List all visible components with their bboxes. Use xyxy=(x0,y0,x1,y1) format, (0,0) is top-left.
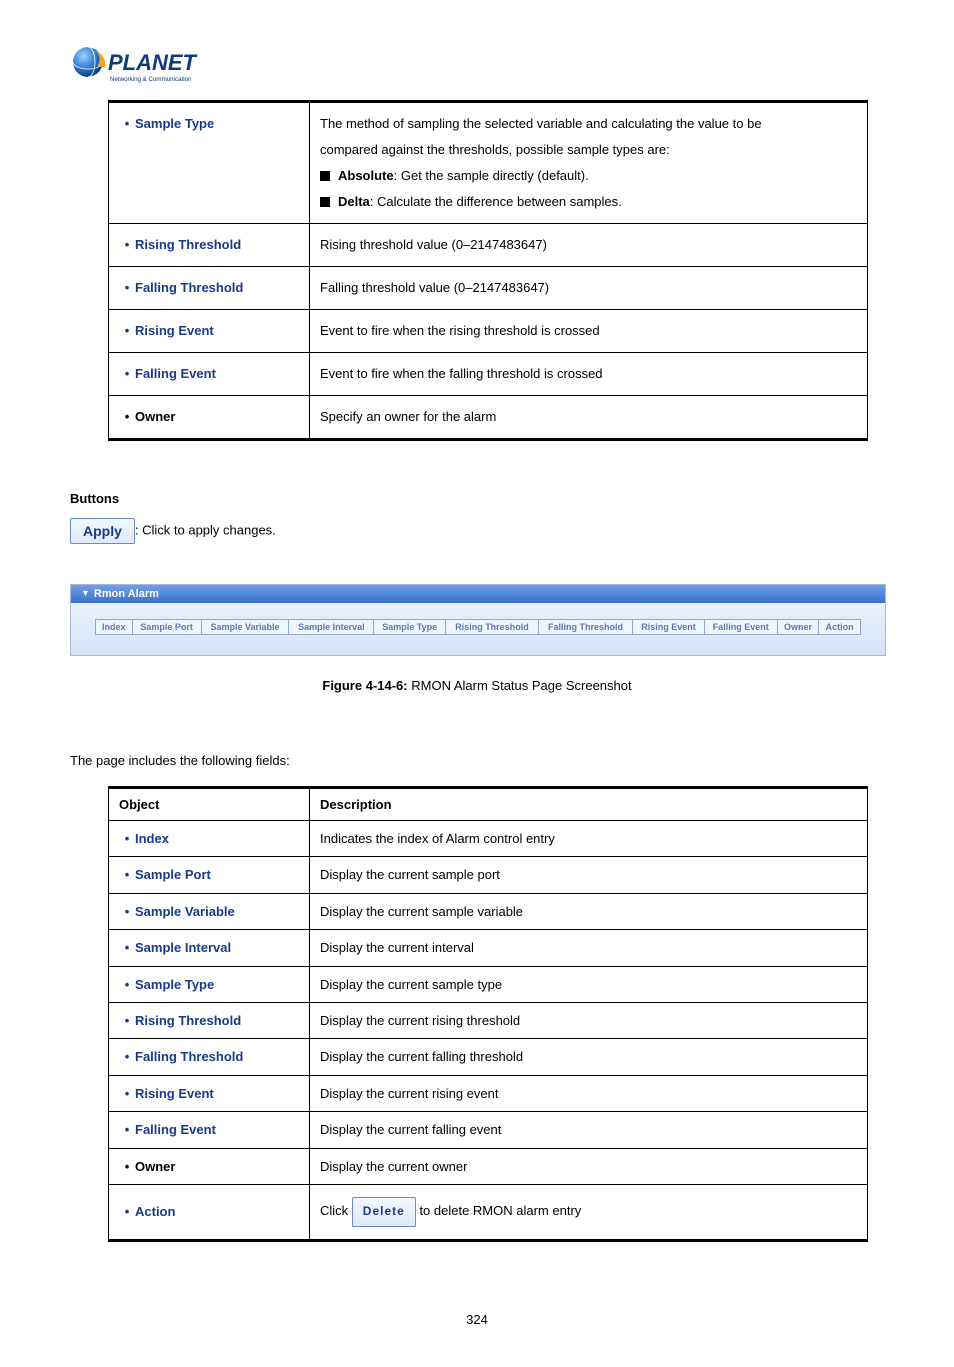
table-row: •Sample IntervalDisplay the current inte… xyxy=(109,930,868,966)
table-row: •Action Click Delete to delete RMON alar… xyxy=(109,1184,868,1240)
col-header: Sample Type xyxy=(374,620,446,635)
obj-desc: Display the current owner xyxy=(310,1148,868,1184)
col-header: Rising Threshold xyxy=(446,620,539,635)
obj-label: Owner xyxy=(135,1159,175,1174)
col-header: Falling Threshold xyxy=(538,620,632,635)
obj-desc: Display the current sample type xyxy=(310,966,868,1002)
table-row: •Rising Threshold Rising threshold value… xyxy=(109,224,868,267)
obj-desc: The method of sampling the selected vari… xyxy=(310,102,868,224)
table-row: •Falling Threshold Falling threshold val… xyxy=(109,267,868,310)
collapse-icon: ▼ xyxy=(81,588,90,598)
obj-desc: Display the current rising threshold xyxy=(310,1002,868,1038)
table-row: •Sample TypeDisplay the current sample t… xyxy=(109,966,868,1002)
obj-label: Sample Interval xyxy=(135,940,231,955)
col-header: Owner xyxy=(777,620,819,635)
panel-title: Rmon Alarm xyxy=(94,588,159,600)
obj-label: Falling Event xyxy=(135,1122,216,1137)
col-header: Rising Event xyxy=(633,620,704,635)
apply-button[interactable]: Apply xyxy=(70,518,135,544)
table-row: •Falling Event Event to fire when the fa… xyxy=(109,353,868,396)
table-row: •Falling EventDisplay the current fallin… xyxy=(109,1112,868,1148)
fields-table: Object Description •IndexIndicates the i… xyxy=(108,786,868,1242)
obj-label: Falling Threshold xyxy=(135,280,243,295)
obj-desc: Specify an owner for the alarm xyxy=(310,396,868,440)
th-object: Object xyxy=(109,788,310,821)
obj-label: Rising Event xyxy=(135,323,214,338)
obj-label: Owner xyxy=(135,409,175,424)
table-row: •Sample PortDisplay the current sample p… xyxy=(109,857,868,893)
rmon-alarm-headers: Index Sample Port Sample Variable Sample… xyxy=(95,619,861,635)
obj-desc: Display the current rising event xyxy=(310,1075,868,1111)
svg-text:PLANET: PLANET xyxy=(108,50,198,75)
col-header: Sample Variable xyxy=(201,620,289,635)
obj-desc: Display the current sample variable xyxy=(310,893,868,929)
obj-label: Rising Threshold xyxy=(135,1013,241,1028)
obj-desc: Rising threshold value (0–2147483647) xyxy=(310,224,868,267)
table-row: •Rising ThresholdDisplay the current ris… xyxy=(109,1002,868,1038)
obj-label: Sample Variable xyxy=(135,904,235,919)
figure-caption: Figure 4-14-6: RMON Alarm Status Page Sc… xyxy=(70,678,884,693)
col-header: Index xyxy=(96,620,133,635)
apply-desc: : Click to apply changes. xyxy=(135,522,276,537)
obj-label: Action xyxy=(135,1204,175,1219)
parameters-table-1: •Sample Type The method of sampling the … xyxy=(108,100,868,441)
page-number: 324 xyxy=(70,1312,884,1327)
obj-desc: Event to fire when the rising threshold … xyxy=(310,310,868,353)
table-row: •Sample Type The method of sampling the … xyxy=(109,102,868,224)
svg-text:Networking & Communication: Networking & Communication xyxy=(110,76,192,83)
th-description: Description xyxy=(310,788,868,821)
obj-desc: Display the current sample port xyxy=(310,857,868,893)
table-row: •Rising Event Event to fire when the ris… xyxy=(109,310,868,353)
obj-label: Rising Event xyxy=(135,1086,214,1101)
rmon-alarm-panel: ▼ Rmon Alarm Index Sample Port Sample Var… xyxy=(70,584,886,656)
obj-desc: Display the current falling event xyxy=(310,1112,868,1148)
brand-logo: PLANET Networking & Communication xyxy=(70,40,884,90)
obj-desc: Display the current interval xyxy=(310,930,868,966)
obj-label: Index xyxy=(135,831,169,846)
table-row: •Owner Specify an owner for the alarm xyxy=(109,396,868,440)
obj-label: Sample Type xyxy=(135,977,214,992)
table-row: •Sample VariableDisplay the current samp… xyxy=(109,893,868,929)
table-row: •Rising EventDisplay the current rising … xyxy=(109,1075,868,1111)
obj-desc: Indicates the index of Alarm control ent… xyxy=(310,821,868,857)
obj-label: Rising Threshold xyxy=(135,237,241,252)
table-row: •IndexIndicates the index of Alarm contr… xyxy=(109,821,868,857)
obj-desc: Event to fire when the falling threshold… xyxy=(310,353,868,396)
panel-titlebar[interactable]: ▼ Rmon Alarm xyxy=(71,585,885,603)
col-header: Falling Event xyxy=(704,620,777,635)
obj-label: Falling Event xyxy=(135,366,216,381)
obj-label: Falling Threshold xyxy=(135,1049,243,1064)
table-row: •Falling ThresholdDisplay the current fa… xyxy=(109,1039,868,1075)
obj-label: Sample Port xyxy=(135,867,211,882)
buttons-heading: Buttons xyxy=(70,491,884,506)
obj-desc: Falling threshold value (0–2147483647) xyxy=(310,267,868,310)
obj-label: Sample Type xyxy=(135,116,214,131)
table-row: •OwnerDisplay the current owner xyxy=(109,1148,868,1184)
col-header: Sample Interval xyxy=(289,620,374,635)
obj-desc: Display the current falling threshold xyxy=(310,1039,868,1075)
intro-text: The page includes the following fields: xyxy=(70,753,884,768)
delete-button[interactable]: Delete xyxy=(352,1197,416,1227)
col-header: Sample Port xyxy=(132,620,201,635)
col-header: Action xyxy=(819,620,861,635)
obj-desc: Click Delete to delete RMON alarm entry xyxy=(310,1184,868,1240)
